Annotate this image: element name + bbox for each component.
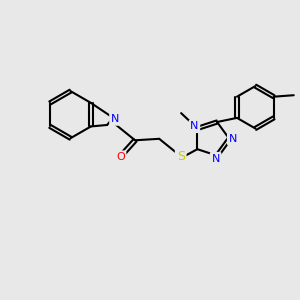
Text: N: N — [212, 154, 220, 164]
Text: N: N — [229, 134, 237, 144]
Text: N: N — [111, 114, 119, 124]
Text: O: O — [116, 152, 125, 162]
Text: S: S — [177, 150, 185, 163]
Text: N: N — [190, 122, 199, 131]
